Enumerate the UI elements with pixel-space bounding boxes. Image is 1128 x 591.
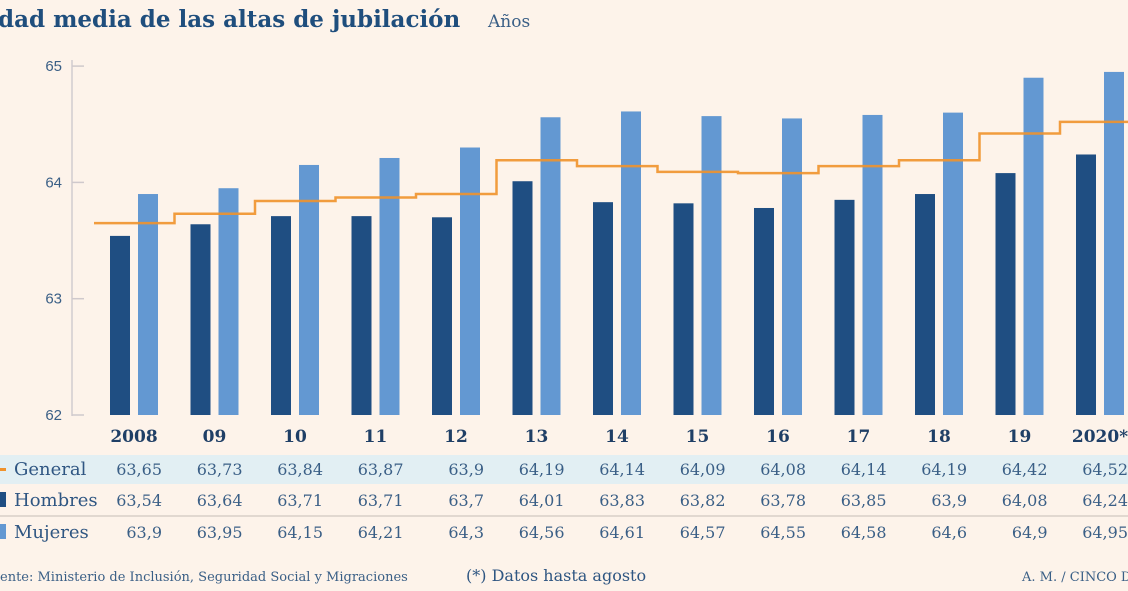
table-cell: 64,24 <box>1082 491 1128 510</box>
table-cell: 63,83 <box>599 491 645 510</box>
table-cell: 63,71 <box>358 491 404 510</box>
bar-hombres <box>351 216 372 415</box>
table-cell: 64,01 <box>519 491 565 510</box>
table-cell: 64,61 <box>599 523 645 542</box>
bar-mujeres <box>943 112 963 416</box>
table-cell: 64,19 <box>519 460 565 479</box>
bar-mujeres <box>701 116 722 415</box>
chart-title: dad media de las altas de jubilación <box>0 6 461 33</box>
table-cell: 63,71 <box>277 491 323 510</box>
table-cell: 64,9 <box>1012 523 1048 542</box>
x-tick-label: 2008 <box>110 427 157 447</box>
table-cell: 64,57 <box>680 523 726 542</box>
table-cell: 64,52 <box>1082 460 1128 479</box>
table-cell: 63,9 <box>126 523 162 542</box>
table-cell: 63,87 <box>358 460 404 479</box>
bar-mujeres <box>540 117 561 415</box>
table-cell: 64,42 <box>1002 460 1048 479</box>
table-cell: 63,82 <box>680 491 726 510</box>
bar-hombres <box>673 203 694 415</box>
table-cell: 64,19 <box>921 460 967 479</box>
source-note: ente: Ministerio de Inclusión, Seguridad… <box>0 570 408 585</box>
x-tick-label: 17 <box>847 427 871 447</box>
bar-hombres <box>995 173 1016 415</box>
date-note: (*) Datos hasta agosto <box>466 566 646 585</box>
y-tick-label: 65 <box>45 58 62 75</box>
table-cell: 63,85 <box>841 491 887 510</box>
table-cell: 64,14 <box>599 460 645 479</box>
x-tick-label: 15 <box>686 427 710 447</box>
bar-hombres <box>110 235 130 415</box>
table-cell: 64,6 <box>931 523 967 542</box>
x-tick-label: 18 <box>927 427 951 447</box>
line-general <box>94 120 1128 225</box>
general-row-band <box>0 455 1128 484</box>
bar-mujeres <box>621 111 641 415</box>
bar-mujeres <box>379 157 400 416</box>
table-cell: 64,58 <box>841 523 887 542</box>
bar-hombres <box>190 224 211 415</box>
table-cell: 64,08 <box>1002 491 1048 510</box>
x-tick-label: 12 <box>444 427 468 447</box>
credit: A. M. / CINCO DÍ <box>1021 569 1128 585</box>
bar-hombres <box>915 194 935 415</box>
table-cell: 63,65 <box>116 460 162 479</box>
legend-swatch-hombres <box>0 492 6 507</box>
table-cell: 64,3 <box>448 523 484 542</box>
table-cell: 64,09 <box>680 460 726 479</box>
table-cell: 63,64 <box>197 491 243 510</box>
table-cell: 63,78 <box>760 491 806 510</box>
table-cell: 64,14 <box>841 460 887 479</box>
row-label: General <box>14 459 87 480</box>
bar-mujeres <box>862 114 883 416</box>
table-cell: 63,9 <box>931 491 967 510</box>
table-cell: 64,95 <box>1082 523 1128 542</box>
x-tick-label: 10 <box>283 427 307 447</box>
bar-mujeres <box>1104 71 1124 415</box>
bar-mujeres <box>782 118 802 415</box>
table-cell: 63,84 <box>277 460 323 479</box>
bar-mujeres <box>1023 77 1044 415</box>
table-cell: 63,7 <box>448 491 484 510</box>
x-tick-label: 14 <box>605 427 629 447</box>
x-tick-label: 09 <box>203 427 227 447</box>
x-tick-label: 16 <box>766 427 790 447</box>
table-row: General 63,65 63,73 63,84 63,87 63,9 64,19 64,1… <box>0 459 1128 480</box>
bar-hombres <box>834 199 855 415</box>
legend-swatch-mujeres <box>0 524 6 539</box>
table-cell: 63,95 <box>197 523 243 542</box>
row-label: Hombres <box>14 490 98 511</box>
table-cell: 64,56 <box>519 523 565 542</box>
bar-hombres <box>593 202 613 415</box>
bar-mujeres <box>138 194 158 415</box>
table-cell: 64,21 <box>358 523 404 542</box>
table-row: Hombres 63,54 63,64 63,71 63,71 63,7 64,01 63,8… <box>0 490 1128 511</box>
x-tick-label: 2020* <box>1072 427 1128 447</box>
y-tick-label: 64 <box>45 174 62 191</box>
table-cell: 63,9 <box>448 460 484 479</box>
table-row: Mujeres 63,9 63,95 64,15 64,21 64,3 64,56 64,61… <box>0 522 1128 543</box>
bar-hombres <box>754 207 774 415</box>
x-tick-label: 19 <box>1008 427 1032 447</box>
bar-hombres <box>271 216 291 415</box>
table-cell: 64,55 <box>760 523 806 542</box>
bar-mujeres <box>218 188 239 415</box>
table-cell: 63,54 <box>116 491 162 510</box>
chart-subtitle: Años <box>487 12 530 32</box>
bar-hombres <box>432 217 452 415</box>
x-tick-label: 13 <box>525 427 549 447</box>
bar-mujeres <box>299 164 319 415</box>
legend-swatch-general <box>0 468 6 471</box>
table-cell: 64,15 <box>277 523 323 542</box>
table-cell: 64,08 <box>760 460 806 479</box>
y-tick-label: 62 <box>45 407 62 424</box>
bar-hombres <box>1076 154 1096 415</box>
table-cell: 63,73 <box>197 460 243 479</box>
x-tick-label: 11 <box>364 427 388 447</box>
y-tick-label: 63 <box>45 291 62 308</box>
bar-mujeres <box>460 147 480 415</box>
bar-hombres <box>512 181 533 415</box>
row-label: Mujeres <box>14 522 89 543</box>
